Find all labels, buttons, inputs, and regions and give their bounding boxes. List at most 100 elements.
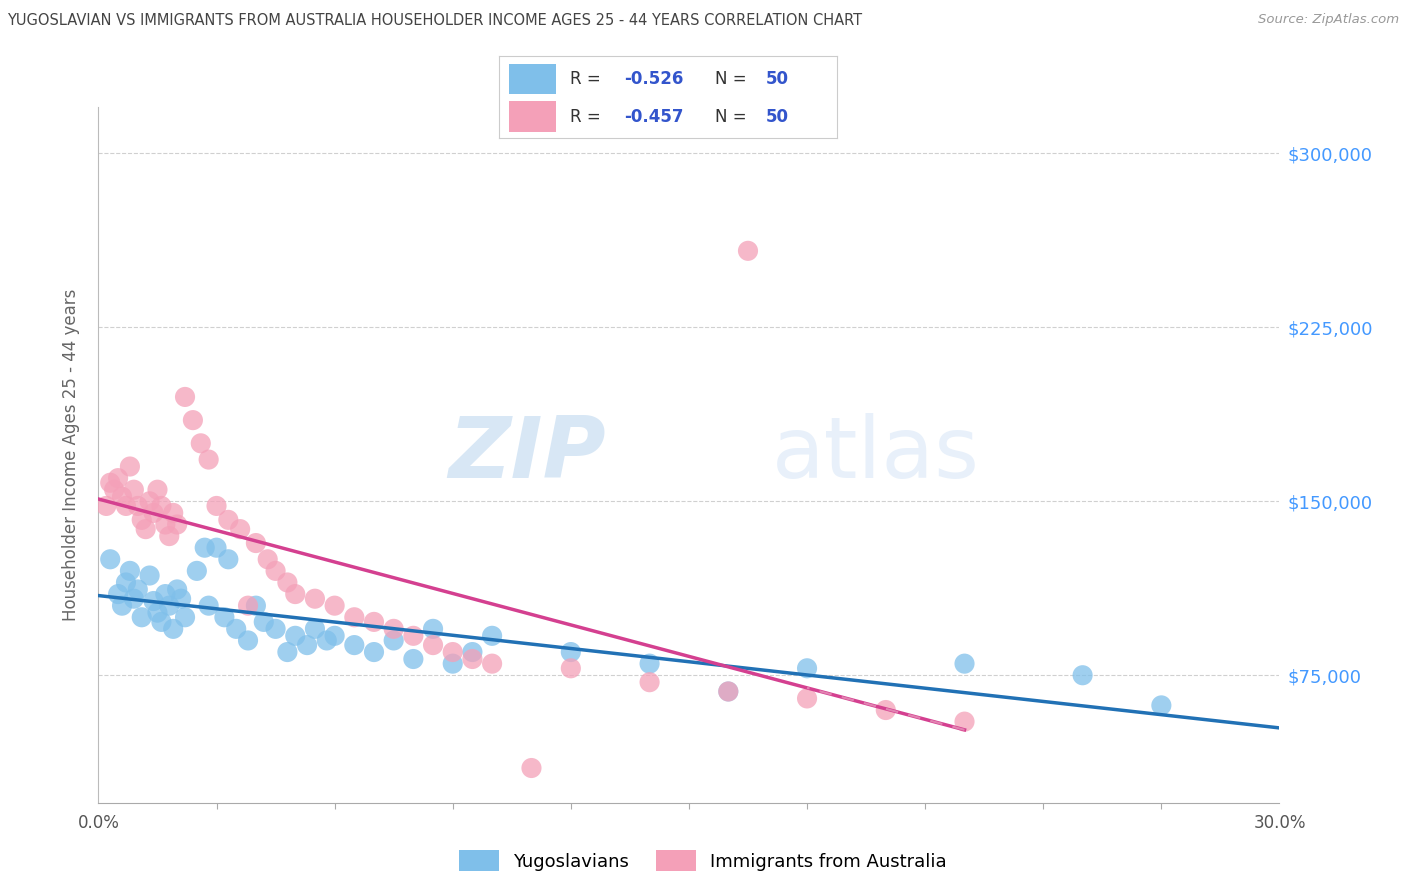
Point <box>796 691 818 706</box>
Point <box>138 494 160 508</box>
Point <box>1150 698 1173 713</box>
Point <box>276 575 298 590</box>
Point <box>245 599 267 613</box>
Point <box>127 582 149 597</box>
Point <box>382 633 405 648</box>
Text: ZIP: ZIP <box>449 413 606 497</box>
Point <box>155 587 177 601</box>
Point <box>343 638 366 652</box>
Point <box>382 622 405 636</box>
Text: N =: N = <box>716 108 752 126</box>
Point <box>638 675 661 690</box>
Point <box>98 475 121 490</box>
Point <box>138 568 160 582</box>
Point <box>481 629 503 643</box>
Point <box>162 506 184 520</box>
Point <box>115 575 138 590</box>
Point <box>256 552 278 566</box>
Text: Source: ZipAtlas.com: Source: ZipAtlas.com <box>1258 13 1399 27</box>
Point <box>264 564 287 578</box>
Point <box>363 615 385 629</box>
Point <box>402 629 425 643</box>
Point <box>107 587 129 601</box>
FancyBboxPatch shape <box>509 102 557 132</box>
Point <box>441 657 464 671</box>
Point <box>217 552 239 566</box>
Point <box>461 652 484 666</box>
Point <box>190 436 212 450</box>
Point <box>146 483 169 497</box>
Point <box>115 499 138 513</box>
Point <box>217 513 239 527</box>
Point <box>245 536 267 550</box>
Point <box>162 622 184 636</box>
Point <box>422 622 444 636</box>
Point <box>205 499 228 513</box>
Point <box>157 599 180 613</box>
Point <box>461 645 484 659</box>
Y-axis label: Householder Income Ages 25 - 44 years: Householder Income Ages 25 - 44 years <box>62 289 80 621</box>
Point <box>276 645 298 659</box>
Point <box>422 638 444 652</box>
Point <box>127 499 149 513</box>
Point <box>875 703 897 717</box>
Point <box>166 582 188 597</box>
Point <box>953 657 976 671</box>
Point <box>229 522 252 536</box>
Point <box>181 413 204 427</box>
Point <box>520 761 543 775</box>
Point <box>953 714 976 729</box>
Point <box>107 471 129 485</box>
Point <box>343 610 366 624</box>
Point <box>315 633 337 648</box>
Point <box>304 622 326 636</box>
Point <box>96 499 118 513</box>
Point <box>402 652 425 666</box>
Point <box>717 684 740 698</box>
Point <box>796 661 818 675</box>
Point <box>118 564 141 578</box>
Text: atlas: atlas <box>772 413 980 497</box>
Point <box>194 541 217 555</box>
Point <box>205 541 228 555</box>
Point <box>197 452 219 467</box>
Point <box>304 591 326 606</box>
Point <box>111 599 134 613</box>
Point <box>214 610 236 624</box>
Point <box>197 599 219 613</box>
Point <box>481 657 503 671</box>
Point <box>131 610 153 624</box>
Point <box>170 591 193 606</box>
Point <box>1071 668 1094 682</box>
Point <box>253 615 276 629</box>
Point <box>560 645 582 659</box>
Text: N =: N = <box>716 70 752 87</box>
Point <box>150 615 173 629</box>
Text: YUGOSLAVIAN VS IMMIGRANTS FROM AUSTRALIA HOUSEHOLDER INCOME AGES 25 - 44 YEARS C: YUGOSLAVIAN VS IMMIGRANTS FROM AUSTRALIA… <box>7 13 862 29</box>
Point <box>323 599 346 613</box>
Point <box>155 517 177 532</box>
Point <box>131 513 153 527</box>
Text: R =: R = <box>569 108 606 126</box>
Point <box>284 587 307 601</box>
Text: R =: R = <box>569 70 606 87</box>
Point <box>295 638 318 652</box>
Point <box>717 684 740 698</box>
Point <box>142 506 165 520</box>
Point <box>264 622 287 636</box>
Point <box>441 645 464 659</box>
Point <box>225 622 247 636</box>
Point <box>284 629 307 643</box>
Point <box>150 499 173 513</box>
Point <box>103 483 125 497</box>
Point <box>111 490 134 504</box>
Point <box>363 645 385 659</box>
FancyBboxPatch shape <box>509 63 557 94</box>
Point <box>638 657 661 671</box>
Point <box>737 244 759 258</box>
Point <box>174 610 197 624</box>
Point <box>236 599 259 613</box>
Point <box>142 594 165 608</box>
Text: -0.457: -0.457 <box>624 108 683 126</box>
Point <box>146 606 169 620</box>
